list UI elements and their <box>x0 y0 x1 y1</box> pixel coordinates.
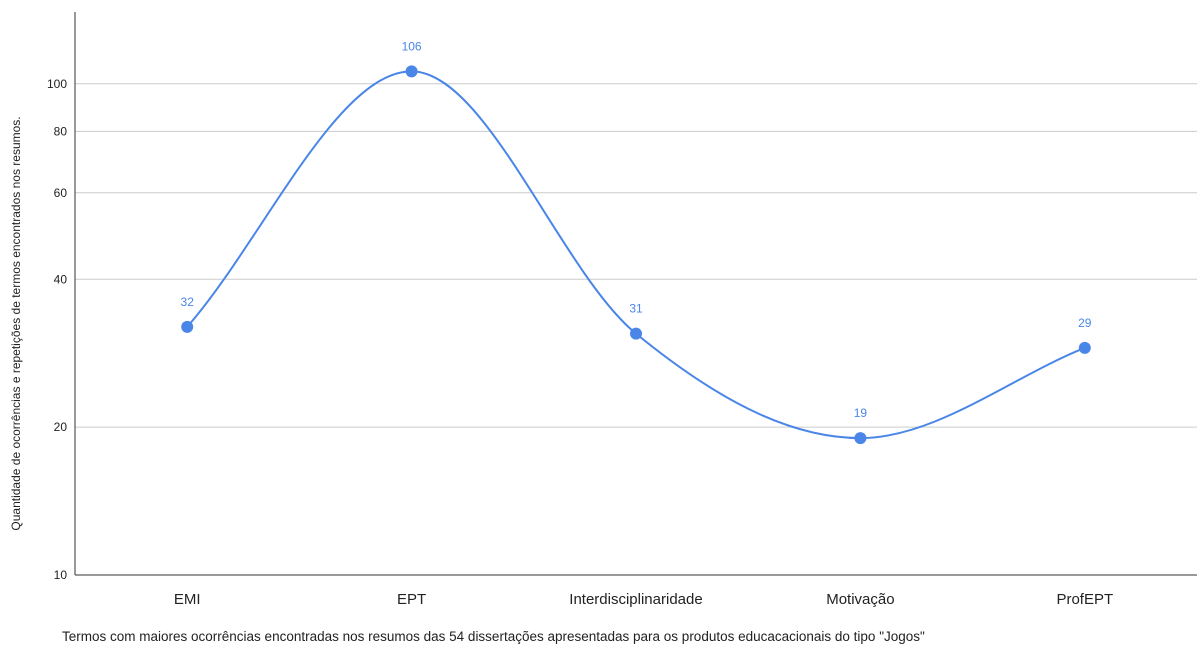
data-label-4: 29 <box>1078 316 1092 330</box>
y-tick-label: 40 <box>54 272 68 286</box>
series-line <box>186 70 1086 440</box>
data-label-3: 19 <box>854 406 868 420</box>
x-tick-label: Interdisciplinaridade <box>569 591 702 608</box>
x-axis-category-labels: EMI EPT Interdisciplinaridade Motivação Prof… <box>174 591 1113 608</box>
data-point-4 <box>1078 341 1091 354</box>
data-points <box>181 65 1091 445</box>
y-axis-ticks: 10 20 40 60 80 100 <box>47 77 67 582</box>
y-tick-label: 100 <box>47 77 67 91</box>
y-tick-label: 10 <box>54 568 68 582</box>
data-label-0: 32 <box>181 295 195 309</box>
y-tick-label: 20 <box>54 420 68 434</box>
data-point-1 <box>405 65 418 78</box>
data-point-0 <box>181 320 194 333</box>
y-tick-label: 80 <box>54 124 68 138</box>
y-tick-label: 60 <box>54 186 68 200</box>
data-point-2 <box>630 327 642 340</box>
data-point-3 <box>854 432 867 445</box>
x-tick-label: EPT <box>397 591 426 608</box>
y-axis-title: Quantidade de ocorrências e repetições d… <box>9 116 23 530</box>
x-tick-label: Motivação <box>826 591 894 608</box>
gridlines <box>75 83 1197 428</box>
x-tick-label: ProfEPT <box>1056 591 1113 608</box>
data-label-1: 106 <box>402 39 422 53</box>
x-axis-title: Termos com maiores ocorrências encontrad… <box>62 629 925 644</box>
x-tick-label: EMI <box>174 591 201 608</box>
data-labels: 32 106 31 19 29 <box>181 39 1092 420</box>
data-label-2: 31 <box>629 302 643 316</box>
